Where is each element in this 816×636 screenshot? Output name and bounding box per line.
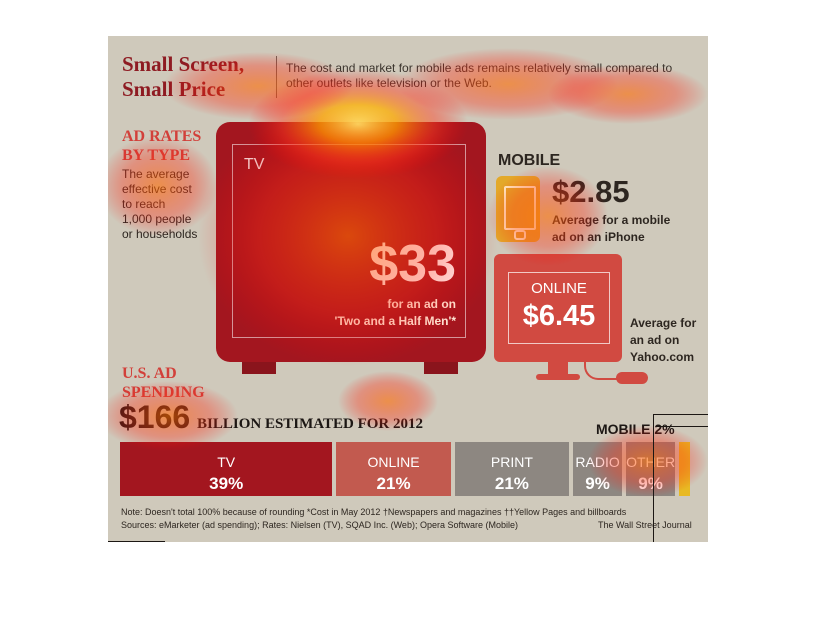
tv-leg-left — [242, 362, 276, 374]
bar-radio: RADIO 9% — [573, 442, 623, 496]
description-line: The average — [122, 167, 190, 181]
infographic-subtitle: The cost and market for mobile ads remai… — [286, 61, 673, 90]
frame-line — [108, 541, 165, 542]
description-line: to reach — [122, 197, 166, 211]
frame-line — [657, 426, 708, 427]
monitor-screen-frame — [508, 272, 610, 344]
online-price: $6.45 — [522, 300, 596, 332]
bar-value: 21% — [494, 474, 529, 493]
tv-leg-right — [424, 362, 458, 374]
description-line: or households — [122, 227, 198, 241]
infographic-panel: Small Screen, Small Price The cost and m… — [108, 36, 708, 542]
spending-total-caption: BILLION ESTIMATED FOR 2012 — [197, 416, 424, 432]
tv-price: $33 — [369, 235, 456, 293]
title-line-2: Small Price — [122, 77, 226, 101]
online-caption-line-2: an ad on — [630, 333, 680, 347]
mobile-caption: Average for a mobile ad on an iPhone — [552, 212, 670, 246]
description-line: effective cost — [122, 182, 192, 196]
ad-rates-heading-line-2: BY TYPE — [122, 147, 191, 164]
bar-value: 9% — [638, 474, 663, 493]
mobile-label: MOBILE — [498, 152, 561, 169]
spending-heading-line-1: U.S. AD — [122, 365, 177, 382]
mouse-icon — [616, 372, 648, 384]
bar-label: ONLINE — [367, 454, 420, 470]
mobile-price: $2.85 — [552, 174, 630, 209]
phone-screen — [504, 186, 536, 230]
tv-caption-line-2: 'Two and a Half Men'* — [334, 314, 457, 328]
bar-value: 9% — [585, 474, 610, 493]
title-divider — [276, 56, 277, 98]
bar-label: RADIO — [575, 454, 620, 470]
ad-rates-heading: AD RATES BY TYPE — [122, 127, 201, 165]
online-caption: Average for an ad on Yahoo.com — [630, 315, 696, 366]
tv-caption: for an ad on 'Two and a Half Men'* — [308, 296, 457, 330]
title-line-1: Small Screen, — [122, 52, 245, 76]
frame-line — [653, 414, 654, 542]
bar-label: TV — [217, 454, 236, 470]
bar-label: OTHER — [626, 454, 676, 470]
bar-mobile — [679, 442, 690, 496]
footnote: Note: Doesn't total 100% because of roun… — [121, 507, 627, 517]
spending-heading: U.S. AD SPENDING — [122, 364, 205, 402]
spending-bar-chart: TV 39% ONLINE 21% PRINT 21% RADIO 9% OTHER 9% — [120, 442, 690, 496]
bar-other: OTHER 9% — [626, 442, 676, 496]
bar-value: 21% — [376, 474, 411, 493]
sources-note: Sources: eMarketer (ad spending); Rates:… — [121, 520, 518, 530]
mouse-cord — [584, 354, 618, 380]
tv-caption-line-1: for an ad on — [387, 297, 456, 311]
online-label: ONLINE — [531, 280, 587, 297]
monitor-stand-base — [536, 374, 580, 380]
spending-total: $166 — [119, 399, 191, 435]
mobile-caption-line-2: ad on an iPhone — [552, 230, 645, 244]
bar-print: PRINT 21% — [454, 442, 570, 496]
source-credit: The Wall Street Journal — [598, 520, 692, 530]
bar-label: PRINT — [490, 454, 533, 470]
mobile-share-label: MOBILE 2% — [596, 421, 675, 437]
tv-label: TV — [244, 156, 265, 173]
description-line: 1,000 people — [122, 212, 192, 226]
ad-rates-description: The average effective cost to reach 1,00… — [122, 167, 197, 242]
bar-value: 39% — [209, 474, 244, 493]
mobile-caption-line-1: Average for a mobile — [552, 213, 671, 227]
frame-line — [653, 414, 708, 415]
phone-home-button — [514, 230, 526, 240]
ad-rates-heading-line-1: AD RATES — [122, 128, 202, 145]
monitor-stand — [548, 362, 568, 374]
infographic-title: Small Screen, Small Price — [122, 52, 244, 102]
bar-tv: TV 39% — [120, 442, 333, 496]
online-caption-line-1: Average for — [630, 316, 697, 330]
bar-online: ONLINE 21% — [336, 442, 451, 496]
online-caption-line-3: Yahoo.com — [630, 350, 695, 364]
